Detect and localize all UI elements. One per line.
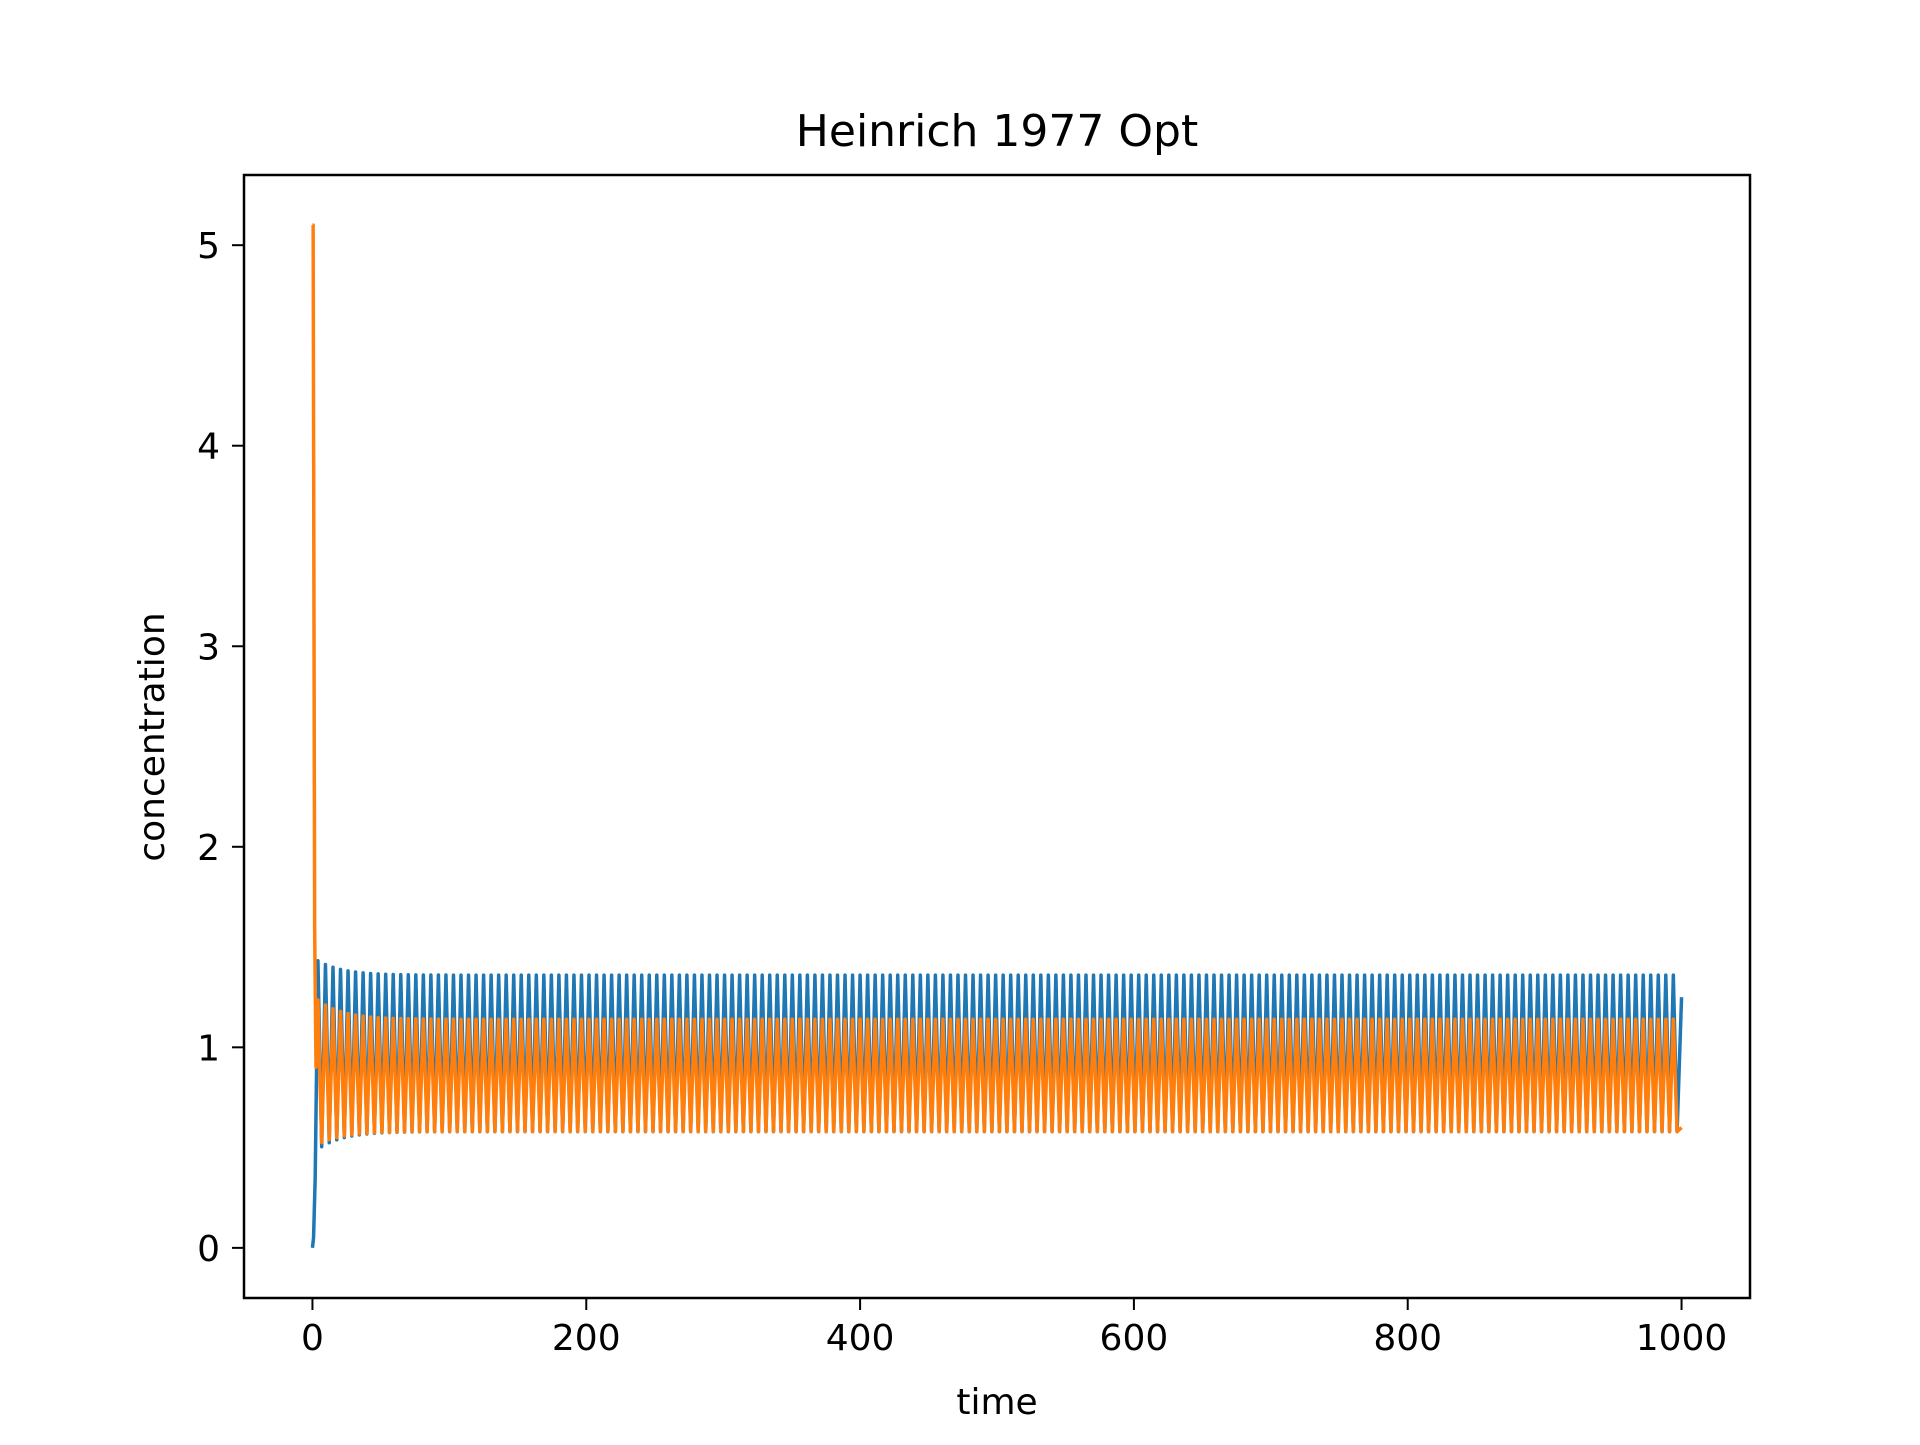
plot-frame <box>242 173 1752 1300</box>
x-tick-label: 600 <box>1100 1318 1169 1359</box>
x-tick-label: 200 <box>552 1318 621 1359</box>
y-tick-label: 3 <box>197 627 220 668</box>
x-tick-label: 800 <box>1373 1318 1442 1359</box>
y-axis: 0 1 2 3 4 5 <box>197 226 244 1270</box>
series-line-2 <box>311 223 1683 1145</box>
y-tick-label: 4 <box>197 427 220 468</box>
x-axis-label: time <box>956 1382 1037 1423</box>
y-tick-label: 5 <box>197 226 220 267</box>
chart-title: Heinrich 1977 Opt <box>796 106 1198 157</box>
x-tick-label: 0 <box>301 1318 324 1359</box>
y-tick-label: 1 <box>197 1028 220 1069</box>
y-tick-label: 2 <box>197 828 220 869</box>
x-tick-label: 400 <box>826 1318 895 1359</box>
x-tick-label: 1000 <box>1636 1318 1728 1359</box>
series-layer <box>310 223 1684 1249</box>
x-axis: 0 200 400 600 800 1000 <box>301 1298 1727 1359</box>
y-axis-label: concentration <box>132 612 173 861</box>
y-tick-label: 0 <box>197 1229 220 1270</box>
